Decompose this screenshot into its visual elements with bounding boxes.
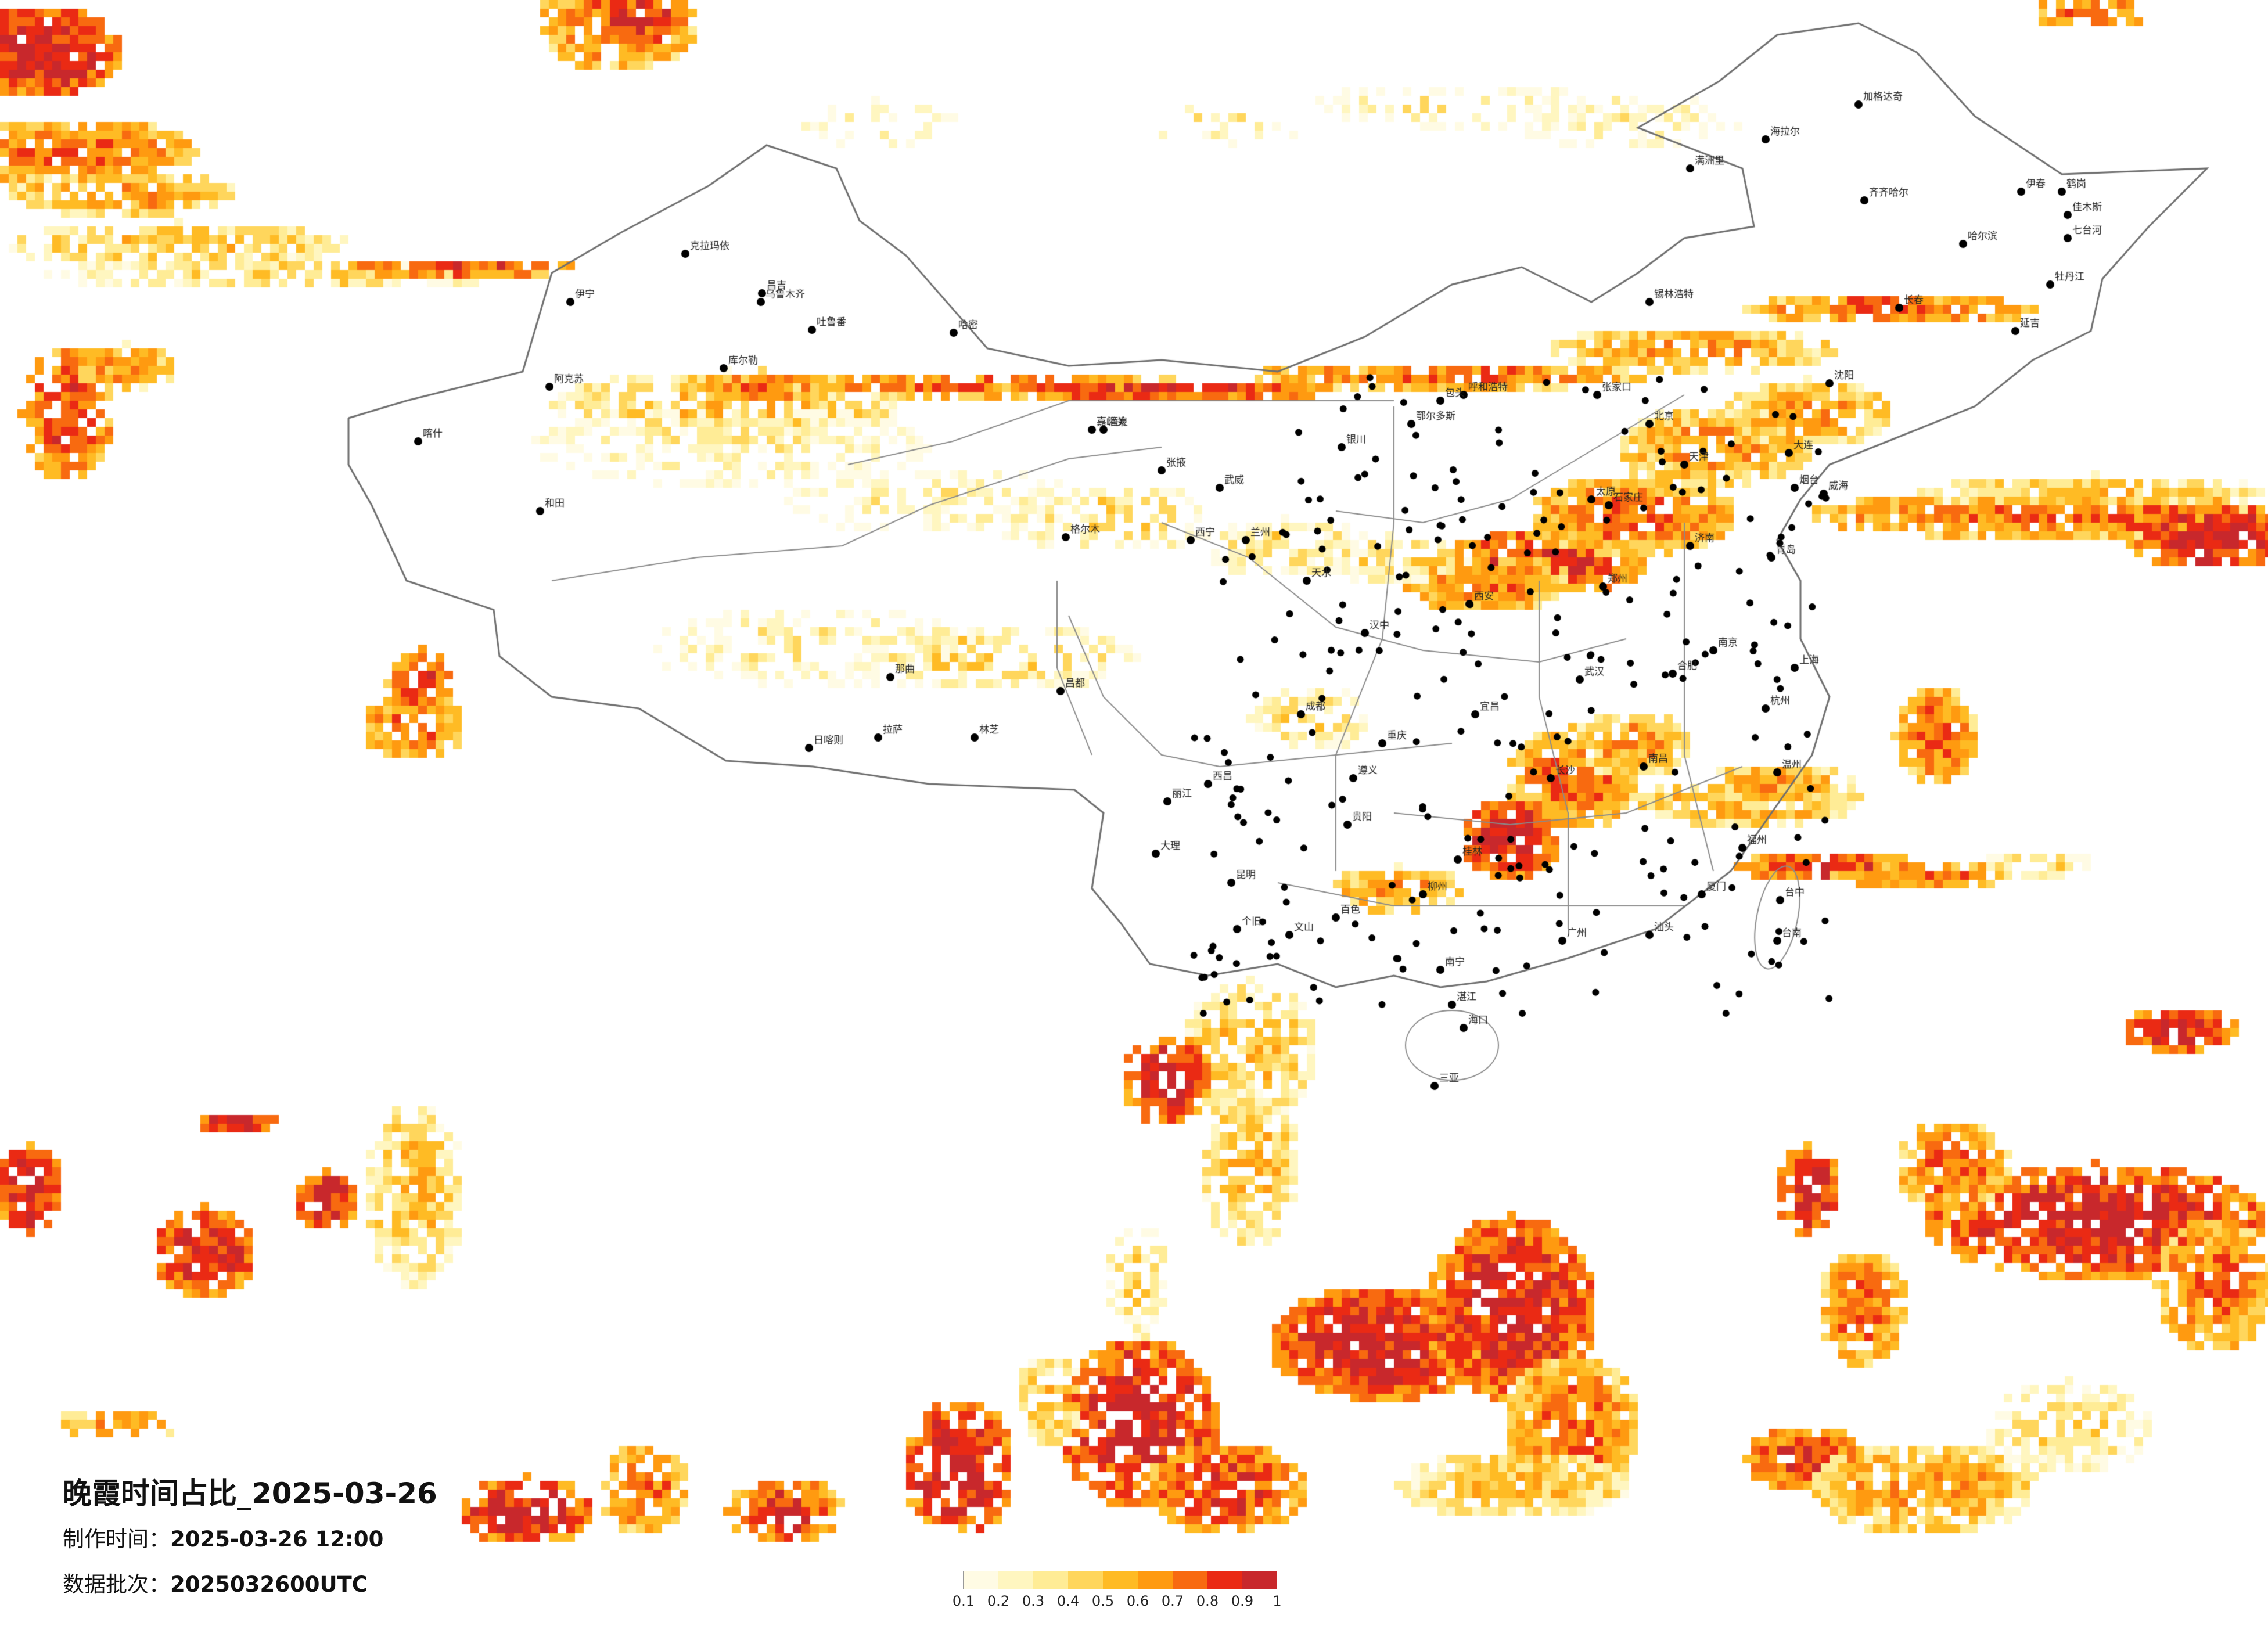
legend-tick-label: 0.7 (1161, 1593, 1184, 1609)
legend-swatch (1103, 1571, 1138, 1589)
color-legend: 0.1 0.2 0.3 0.4 0.5 0.6 0.7 0.8 0.9 1 (953, 1571, 1311, 1613)
legend-swatch (1068, 1571, 1103, 1589)
batch-label: 数据批次： (63, 1572, 170, 1597)
legend-ticks: 0.1 0.2 0.3 0.4 0.5 0.6 0.7 0.8 0.9 1 (953, 1589, 1311, 1613)
legend-tick-label: 0.5 (1091, 1593, 1115, 1609)
legend-swatch (1138, 1571, 1173, 1589)
legend-tick-label: 0.2 (987, 1593, 1010, 1609)
made-time-value: 2025-03-26 12:00 (170, 1527, 384, 1552)
legend-tick-label: 0.9 (1231, 1593, 1254, 1609)
map-title: 晚霞时间占比_2025-03-26 (63, 1477, 437, 1510)
legend-swatch (1033, 1571, 1068, 1589)
legend-tick-label: 0.4 (1056, 1593, 1080, 1609)
legend-tick-label: 0.6 (1126, 1593, 1149, 1609)
made-time: 制作时间：2025-03-26 12:00 (63, 1521, 383, 1553)
made-time-label: 制作时间： (63, 1527, 170, 1552)
legend-tick-label: 0.3 (1022, 1593, 1045, 1609)
legend-swatch (1173, 1571, 1207, 1589)
data-batch: 数据批次：2025032600UTC (63, 1567, 368, 1598)
legend-tick-label: 1 (1273, 1593, 1282, 1609)
legend-swatch (1242, 1571, 1277, 1589)
legend-swatch (1207, 1571, 1242, 1589)
legend-tick-label: 0.8 (1196, 1593, 1219, 1609)
legend-color-bar (963, 1571, 1311, 1589)
legend-swatch (998, 1571, 1033, 1589)
batch-value: 2025032600UTC (170, 1572, 368, 1597)
legend-swatch (964, 1571, 998, 1589)
legend-tick-label: 0.1 (952, 1593, 975, 1609)
